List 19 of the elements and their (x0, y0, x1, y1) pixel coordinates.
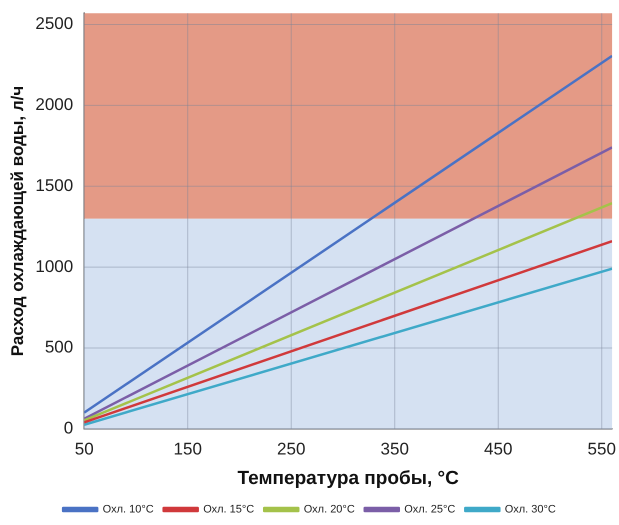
x-tick-label: 550 (588, 440, 616, 459)
legend-label: Охл. 20°C (304, 504, 355, 516)
y-tick-label: 1500 (35, 176, 74, 195)
y-tick-label: 500 (44, 338, 74, 357)
x-tick-label: 450 (484, 440, 512, 459)
legend-label: Охл. 25°C (404, 504, 456, 516)
x-axis-title: Температура пробы, °C (237, 468, 460, 489)
y-tick-label: 0 (64, 418, 74, 438)
x-tick-label: 50 (74, 440, 94, 459)
y-axis-title: Расход охлаждающей воды, л/ч (8, 86, 27, 356)
x-tick-label: 250 (277, 440, 306, 459)
legend-label: Охл. 10°C (102, 504, 154, 516)
x-tick-label: 150 (174, 440, 202, 459)
y-tick-label: 1000 (35, 256, 74, 276)
legend-label: Охл. 15°C (203, 504, 254, 516)
y-tick-label: 2000 (35, 95, 74, 114)
legend-label: Охл. 30°C (504, 504, 556, 516)
y-tick-label: 2500 (35, 14, 74, 34)
x-tick-label: 350 (380, 440, 409, 459)
